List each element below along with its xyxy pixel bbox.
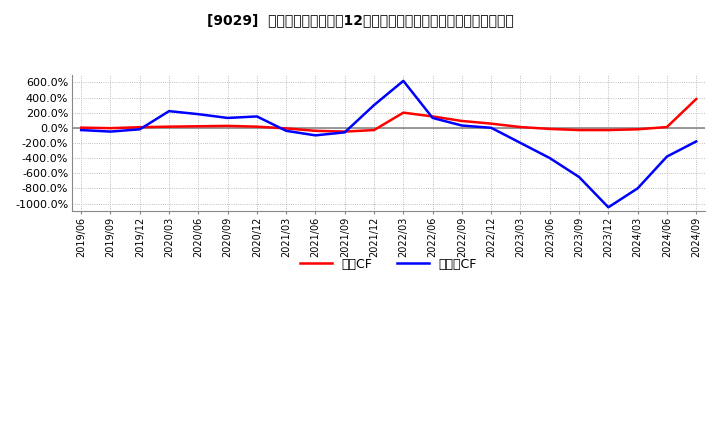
フリーCF — [106, 129, 114, 134]
フリーCF — [77, 128, 86, 133]
営業CF — [253, 124, 261, 129]
フリーCF — [428, 115, 437, 121]
営業CF — [77, 125, 86, 130]
フリーCF — [135, 127, 144, 132]
営業CF — [604, 128, 613, 133]
フリーCF — [546, 155, 554, 161]
フリーCF — [223, 115, 232, 121]
フリーCF — [194, 111, 202, 117]
営業CF — [194, 124, 202, 129]
営業CF — [634, 127, 642, 132]
営業CF — [428, 114, 437, 119]
営業CF — [662, 125, 671, 130]
フリーCF — [634, 186, 642, 191]
Text: [9029]  キャッシュフローの12か月移動合計の対前年同期増減率の推移: [9029] キャッシュフローの12か月移動合計の対前年同期増減率の推移 — [207, 13, 513, 27]
フリーCF — [487, 125, 495, 130]
フリーCF — [458, 123, 467, 128]
フリーCF — [253, 114, 261, 119]
フリーCF — [692, 139, 701, 144]
営業CF — [458, 118, 467, 124]
フリーCF — [282, 128, 291, 133]
営業CF — [165, 124, 174, 129]
営業CF — [399, 110, 408, 115]
営業CF — [106, 125, 114, 131]
営業CF — [223, 123, 232, 128]
Line: 営業CF: 営業CF — [81, 99, 696, 132]
営業CF — [282, 126, 291, 131]
営業CF — [370, 128, 379, 133]
営業CF — [487, 121, 495, 126]
フリーCF — [311, 133, 320, 138]
営業CF — [575, 128, 583, 133]
フリーCF — [370, 103, 379, 108]
営業CF — [311, 128, 320, 133]
フリーCF — [165, 109, 174, 114]
フリーCF — [341, 130, 349, 135]
営業CF — [546, 126, 554, 132]
フリーCF — [575, 174, 583, 180]
Legend: 営業CF, フリーCF: 営業CF, フリーCF — [295, 253, 482, 276]
営業CF — [135, 125, 144, 130]
営業CF — [516, 125, 525, 130]
営業CF — [692, 96, 701, 102]
フリーCF — [399, 78, 408, 84]
Line: フリーCF: フリーCF — [81, 81, 696, 207]
営業CF — [341, 129, 349, 134]
フリーCF — [604, 205, 613, 210]
フリーCF — [516, 140, 525, 146]
フリーCF — [662, 154, 671, 159]
